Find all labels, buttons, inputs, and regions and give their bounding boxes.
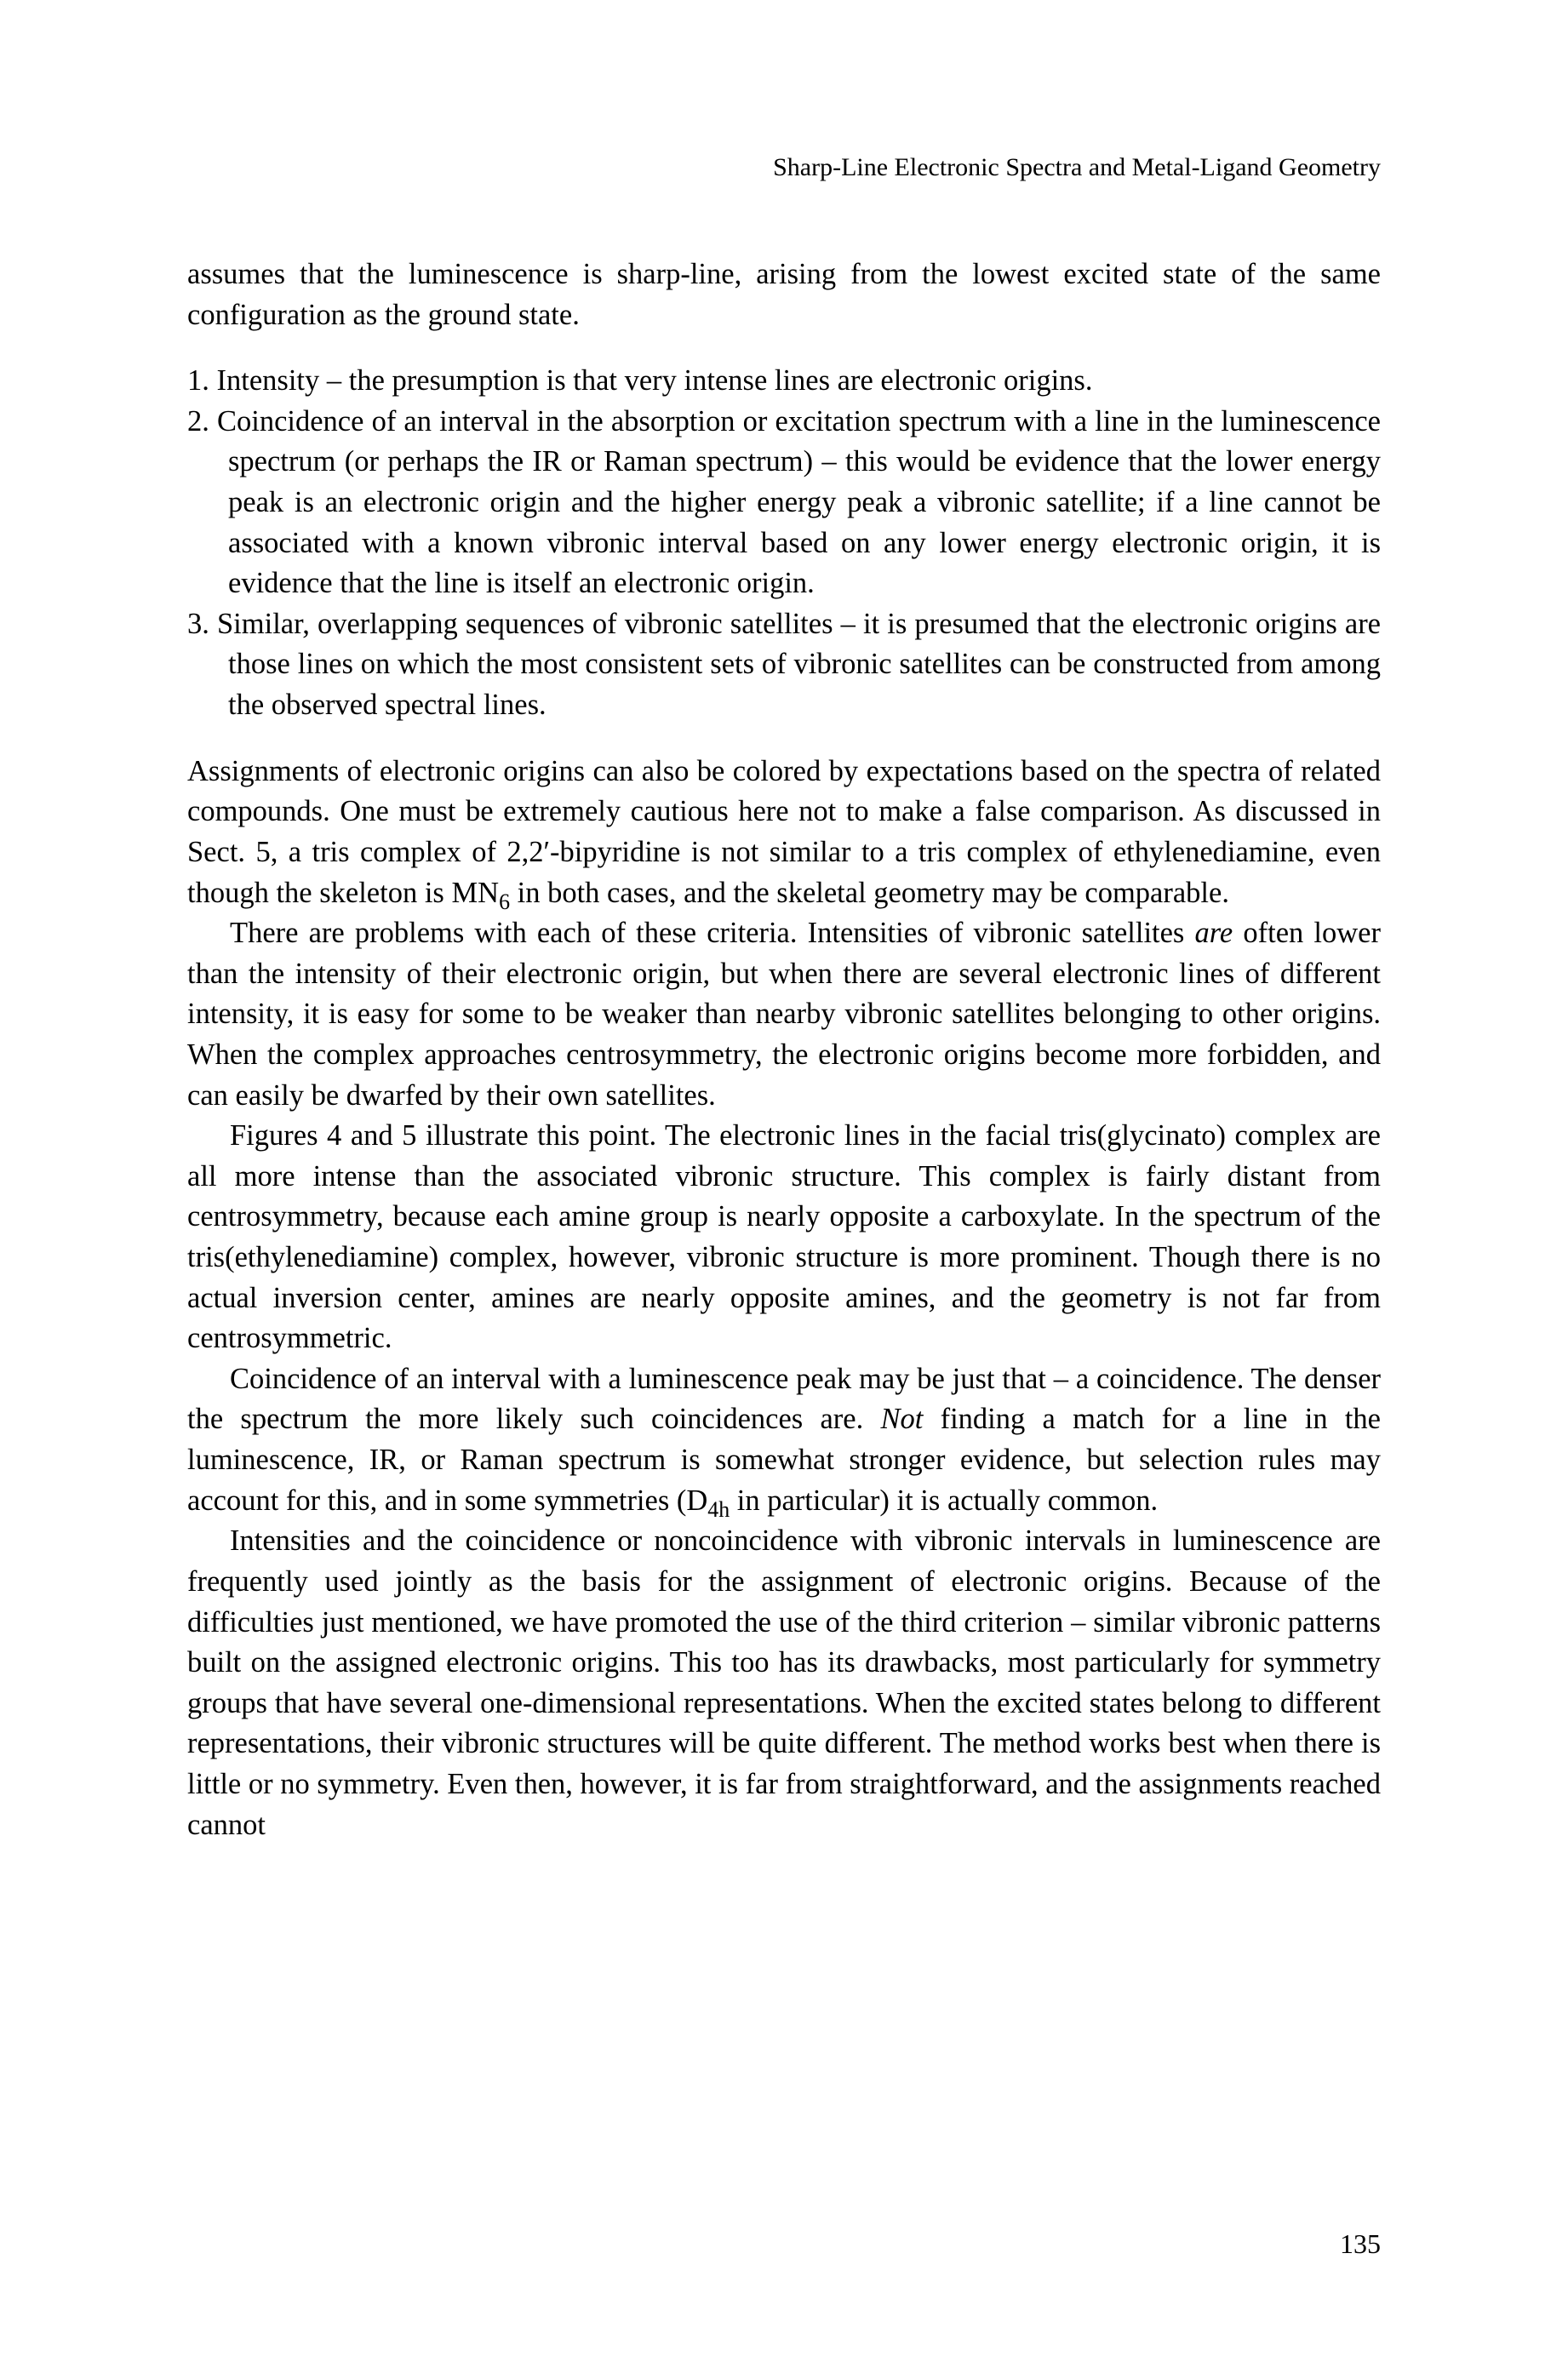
text-run: There are problems with each of these cr… xyxy=(230,917,1195,949)
italic-text: Not xyxy=(880,1403,923,1435)
page-number: 135 xyxy=(1340,2228,1381,2260)
page-container: Sharp-Line Electronic Spectra and Metal-… xyxy=(0,0,1568,2362)
subscript: 6 xyxy=(499,889,510,913)
paragraph-figures: Figures 4 and 5 illustrate this point. T… xyxy=(187,1116,1381,1359)
italic-text: are xyxy=(1195,917,1233,949)
paragraph-problems: There are problems with each of these cr… xyxy=(187,913,1381,1116)
subscript: 4h xyxy=(707,1497,730,1522)
text-run: in both cases, and the skeletal geometry… xyxy=(510,877,1229,909)
text-run: in particular) it is actually common. xyxy=(730,1484,1158,1517)
list-number: 1. xyxy=(187,364,209,397)
list-number: 3. xyxy=(187,608,209,640)
criteria-list: 1. Intensity – the presumption is that v… xyxy=(187,361,1381,725)
paragraph-coincidence: Coincidence of an interval with a lumine… xyxy=(187,1359,1381,1521)
criteria-item-2: 2. Coincidence of an interval in the abs… xyxy=(187,402,1381,604)
running-header: Sharp-Line Electronic Spectra and Metal-… xyxy=(187,153,1381,182)
paragraph-assignments: Assignments of electronic origins can al… xyxy=(187,752,1381,913)
intro-paragraph: assumes that the luminescence is sharp-l… xyxy=(187,255,1381,335)
criteria-item-1: 1. Intensity – the presumption is that v… xyxy=(187,361,1381,402)
body-text-block: assumes that the luminescence is sharp-l… xyxy=(187,255,1381,1845)
list-text: Intensity – the presumption is that very… xyxy=(209,364,1093,397)
list-text: Coincidence of an interval in the absorp… xyxy=(209,405,1381,599)
list-number: 2. xyxy=(187,405,209,438)
criteria-item-3: 3. Similar, overlapping sequences of vib… xyxy=(187,604,1381,726)
paragraph-intensities: Intensities and the coincidence or nonco… xyxy=(187,1521,1381,1845)
list-text: Similar, overlapping sequences of vibron… xyxy=(209,608,1381,721)
